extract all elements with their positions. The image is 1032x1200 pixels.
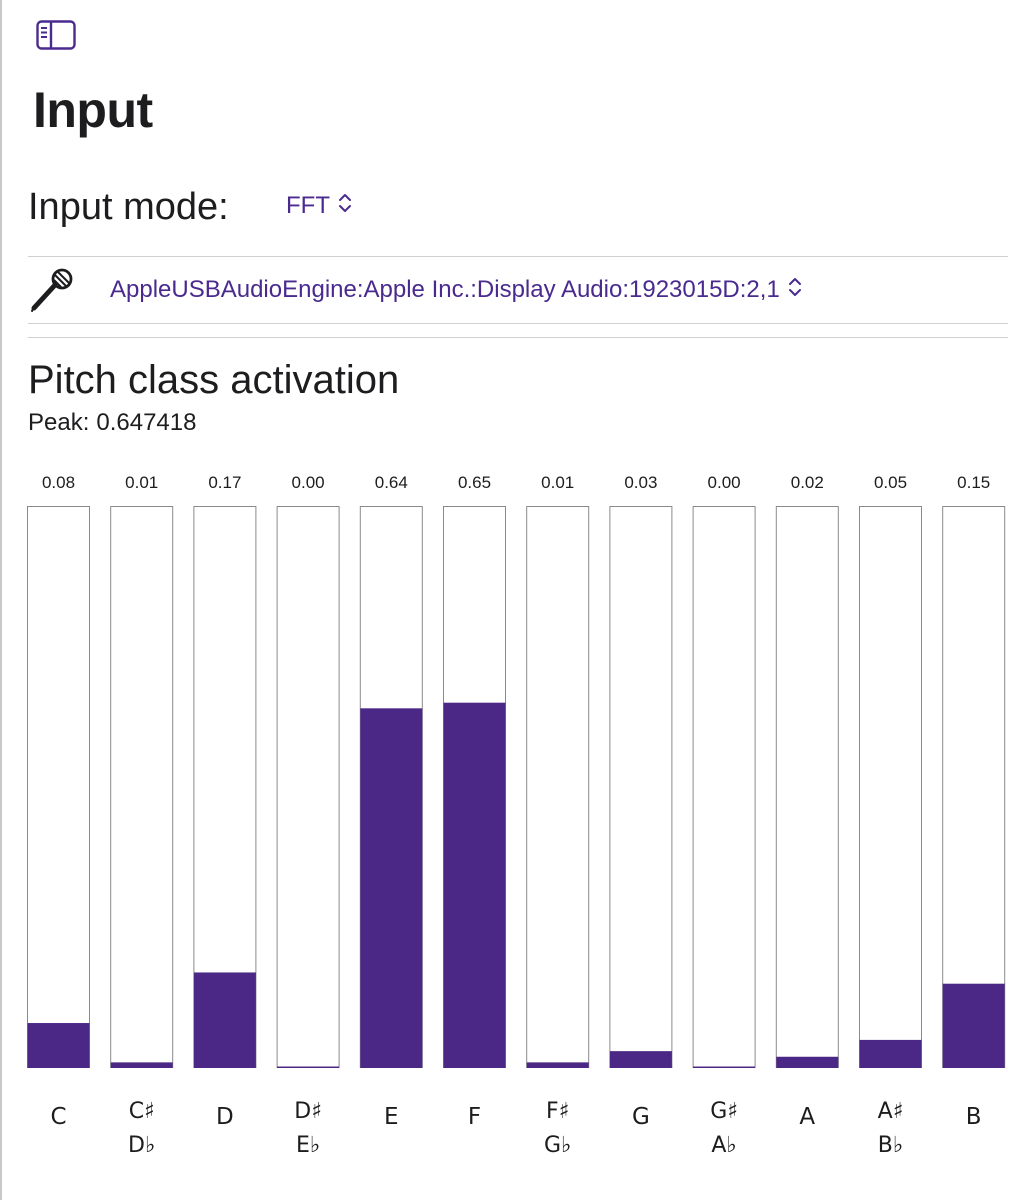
bar-value-label: 0.65 — [458, 473, 491, 492]
bar — [110, 1062, 173, 1068]
bar-track — [276, 506, 340, 1068]
bar-value-label: 0.01 — [541, 473, 574, 492]
bar-value-label: 0.00 — [292, 473, 325, 492]
page-title: Input — [33, 82, 153, 138]
chevron-up-down-icon — [338, 192, 352, 221]
sidebar-toggle-icon[interactable] — [36, 20, 76, 52]
bar-value-label: 0.17 — [208, 473, 241, 492]
category-label: A — [799, 1104, 815, 1130]
category-label: G — [632, 1104, 650, 1130]
divider — [28, 323, 1008, 324]
window-edge — [0, 0, 2, 1200]
bar — [859, 1039, 922, 1068]
peak-readout: Peak: 0.647418 — [28, 408, 196, 438]
bar-value-label: 0.15 — [957, 473, 990, 492]
bar — [277, 1066, 340, 1068]
category-label: C♯ — [129, 1099, 155, 1124]
category-label: D♯ — [294, 1099, 322, 1124]
bar — [942, 983, 1005, 1068]
category-label: B♭ — [878, 1133, 903, 1158]
input-mode-select[interactable]: FFT — [286, 188, 352, 224]
bar — [193, 972, 256, 1068]
category-label: E — [384, 1104, 399, 1130]
peak-label: Peak: — [28, 409, 90, 436]
category-label: F♯ — [546, 1099, 569, 1124]
bar — [526, 1062, 589, 1068]
input-mode-label: Input mode: — [28, 186, 229, 228]
bar — [27, 1023, 90, 1068]
pitch-class-chart: 0.08 C 0.01 C♯ D♭ 0.17 D 0.00 D♯ E♭ 0.64 E 0.65 F 0.01… — [27, 473, 1006, 1158]
divider — [28, 256, 1008, 257]
bar — [609, 1051, 672, 1068]
category-label: A♭ — [711, 1133, 736, 1158]
bar — [360, 708, 423, 1068]
bar-value-label: 0.08 — [42, 473, 75, 492]
bar-value-label: 0.02 — [791, 473, 824, 492]
bar-track — [942, 506, 1006, 1068]
bar-track — [692, 506, 756, 1068]
bar-value-label: 0.00 — [708, 473, 741, 492]
bar-track — [526, 506, 590, 1068]
category-label: B — [966, 1104, 982, 1130]
chevron-up-down-icon — [788, 276, 802, 305]
category-label: G♭ — [544, 1133, 571, 1158]
category-label: E♭ — [296, 1133, 320, 1158]
category-label: G♯ — [710, 1099, 738, 1124]
divider — [28, 337, 1008, 338]
bar — [693, 1066, 756, 1068]
microphone-icon — [28, 266, 76, 314]
peak-value: 0.647418 — [96, 409, 197, 436]
bar-track — [110, 506, 174, 1068]
bar-value-label: 0.05 — [874, 473, 907, 492]
bar-value-label: 0.01 — [125, 473, 158, 492]
bar — [443, 702, 506, 1068]
category-label: F — [468, 1104, 481, 1130]
category-label: C — [50, 1104, 66, 1130]
category-label: D — [216, 1104, 234, 1130]
bar-track — [859, 506, 922, 1068]
bar — [776, 1056, 839, 1068]
section-title: Pitch class activation — [28, 358, 400, 402]
input-mode-value: FFT — [286, 192, 330, 219]
category-label: D♭ — [128, 1133, 155, 1158]
bar-track — [775, 506, 839, 1068]
bar-value-label: 0.03 — [624, 473, 657, 492]
audio-device-value: AppleUSBAudioEngine:Apple Inc.:Display A… — [110, 276, 780, 303]
bar-value-label: 0.64 — [375, 473, 408, 492]
bar-track — [27, 506, 90, 1068]
bar-track — [609, 506, 673, 1068]
audio-device-select[interactable]: AppleUSBAudioEngine:Apple Inc.:Display A… — [110, 272, 802, 308]
category-label: A♯ — [878, 1099, 904, 1124]
